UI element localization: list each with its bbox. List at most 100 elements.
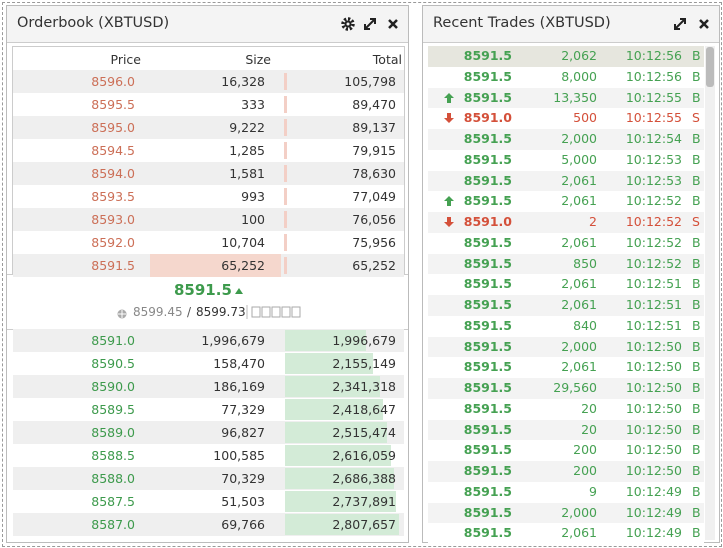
close-icon[interactable]	[387, 18, 399, 30]
trade-row: 8591.5 13,350 10:12:55 B	[428, 87, 704, 109]
size: 333	[241, 97, 265, 112]
trade-side: B	[692, 338, 701, 354]
column-header: Size	[245, 52, 271, 67]
expand-icon[interactable]	[673, 17, 687, 31]
trade-side: B	[692, 297, 701, 312]
trade-row: 8591.5 200 10:12:50 B	[428, 461, 704, 482]
trade-side: B	[692, 48, 701, 63]
trade-side: B	[692, 504, 701, 520]
trade-side: B	[692, 442, 701, 458]
trade-price: 8591.5	[463, 483, 512, 499]
price: 8593.5	[91, 189, 135, 204]
size: 70,329	[221, 471, 265, 486]
trade-time: 10:12:52	[625, 193, 682, 209]
panel-title: Orderbook (XBTUSD)	[17, 15, 170, 31]
trade-side: S	[692, 214, 700, 229]
trade-row: 8591.0 2 10:12:52 S	[428, 212, 704, 233]
trade-side: B	[692, 483, 701, 499]
price: 8588.5	[91, 448, 135, 463]
trade-size: 200	[573, 442, 597, 458]
trade-time: 10:12:51	[625, 276, 682, 292]
ask-row: 8595.0 9,222 89,137	[13, 116, 404, 139]
total: 78,630	[352, 166, 396, 181]
total: 77,049	[352, 189, 396, 204]
title-bar: Recent Trades (XBTUSD)	[423, 6, 719, 43]
price: 8595.5	[91, 97, 135, 112]
depth-bar	[284, 257, 287, 274]
price: 8592.0	[91, 235, 135, 250]
recent-trades-panel: Recent Trades (XBTUSD) 8591.5 2,062 10:12:…	[422, 5, 720, 544]
trade-time: 10:12:50	[625, 359, 682, 375]
total: 1,996,679	[332, 333, 396, 348]
size: 158,470	[213, 356, 265, 371]
ask-row: 8593.0 100 76,056	[13, 208, 404, 231]
trade-price: 8591.5	[463, 317, 512, 333]
size: 9,222	[229, 120, 265, 135]
price: 8593.0	[91, 212, 135, 227]
trade-size: 200	[573, 463, 597, 478]
size: 96,827	[221, 425, 265, 440]
down-arrow-icon	[444, 217, 454, 227]
trade-price: 8591.5	[463, 442, 512, 458]
trade-price: 8591.5	[463, 380, 512, 395]
trade-side: B	[692, 317, 701, 333]
bid-row: 8588.5 100,585 2,616,059	[13, 444, 404, 467]
trade-side: B	[692, 421, 701, 437]
scrollbar-thumb[interactable]	[706, 47, 714, 87]
trade-row: 8591.5 20 10:12:50 B	[428, 419, 704, 441]
bid-row: 8591.0 1,996,679 1,996,679	[13, 329, 404, 352]
size: 100	[241, 212, 265, 227]
trade-row: 8591.5 2,061 10:12:52 B	[428, 232, 704, 254]
trade-size: 2,000	[561, 504, 597, 520]
ask-row: 8594.0 1,581 78,630	[13, 162, 404, 185]
trade-side: B	[692, 234, 701, 250]
ask-row: 8596.0 16,328 105,798	[13, 70, 404, 93]
up-arrow-icon	[235, 288, 243, 294]
price: 8591.0	[91, 333, 135, 348]
trade-time: 10:12:50	[625, 400, 682, 416]
depth-bar	[284, 142, 287, 159]
last-price: 8591.5	[174, 281, 232, 299]
trade-price: 8591.5	[463, 48, 512, 63]
expand-icon[interactable]	[363, 17, 377, 31]
trade-time: 10:12:51	[625, 297, 682, 312]
total: 105,798	[344, 74, 396, 89]
price: 8589.0	[91, 425, 135, 440]
trade-row: 8591.5 2,061 10:12:51 B	[428, 295, 704, 316]
trade-row: 8591.5 2,000 10:12:54 B	[428, 129, 704, 150]
trade-row: 8591.5 840 10:12:51 B	[428, 315, 704, 337]
trade-side: B	[692, 525, 701, 541]
trade-side: B	[692, 276, 701, 292]
depth-bar	[285, 445, 392, 466]
bid-row: 8589.5 77,329 2,418,647	[13, 398, 404, 421]
trade-row: 8591.5 2,061 10:12:52 B	[428, 191, 704, 212]
ask-row: 8594.5 1,285 79,915	[13, 139, 404, 162]
trade-price: 8591.5	[463, 504, 512, 520]
trade-side: B	[692, 359, 701, 375]
total: 2,686,388	[332, 471, 396, 486]
close-icon[interactable]	[698, 18, 710, 30]
trade-row: 8591.0 500 10:12:55 S	[428, 108, 704, 129]
trade-size: 2,061	[561, 359, 597, 375]
price: 8588.0	[91, 471, 135, 486]
trade-row: 8591.5 2,061 10:12:53 B	[428, 170, 704, 192]
total: 2,515,474	[332, 425, 396, 440]
settings-icon[interactable]	[340, 16, 356, 32]
index-price: 8599.45	[133, 305, 183, 319]
trade-size: 850	[573, 255, 597, 271]
bid-row: 8588.0 70,329 2,686,388	[13, 467, 404, 490]
ask-row: 8595.5 333 89,470	[13, 93, 404, 116]
trade-price: 8591.5	[463, 276, 512, 292]
trade-time: 10:12:49	[625, 483, 682, 499]
trade-time: 10:12:55	[625, 110, 682, 126]
trade-time: 10:12:50	[625, 421, 682, 437]
trade-size: 2,061	[561, 276, 597, 292]
price: 8594.5	[91, 143, 135, 158]
trade-size: 2,061	[561, 297, 597, 312]
depth-bar	[284, 188, 287, 205]
depth-bar	[284, 211, 287, 228]
depth-bar	[285, 399, 384, 420]
trade-price: 8591.5	[463, 193, 512, 209]
total: 65,252	[352, 258, 396, 273]
